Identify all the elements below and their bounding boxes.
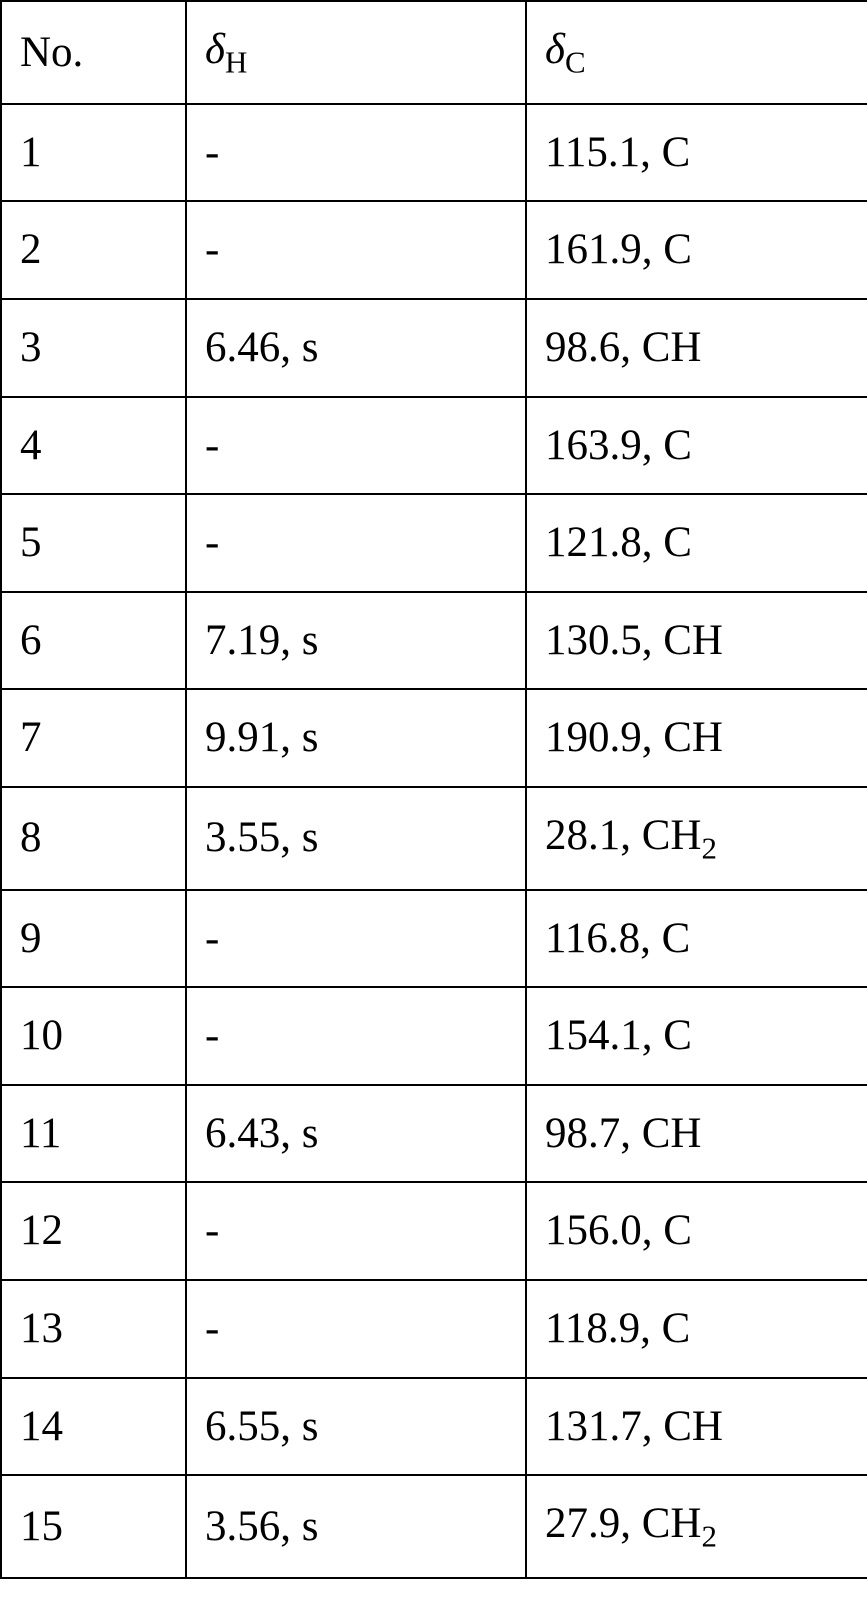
cell-no: 1 [1, 104, 186, 202]
table-row: 83.55, s28.1, CH2 [1, 787, 867, 890]
cell-dh: 3.56, s [186, 1475, 526, 1578]
cell-dc: 118.9, C [526, 1280, 867, 1378]
cell-no: 6 [1, 592, 186, 690]
cell-dh: 7.19, s [186, 592, 526, 690]
cell-dh: - [186, 397, 526, 495]
cell-dc: 98.7, CH [526, 1085, 867, 1183]
delta-h-subscript: H [225, 45, 247, 80]
table-row: 2-161.9, C [1, 201, 867, 299]
column-header-no: No. [1, 1, 186, 104]
cell-dh: 6.55, s [186, 1378, 526, 1476]
delta-c-symbol: δ [545, 26, 565, 73]
cell-dc: 27.9, CH2 [526, 1475, 867, 1578]
cell-dc: 115.1, C [526, 104, 867, 202]
cell-dc-value: 27.9, CH [545, 1500, 701, 1547]
cell-dh: - [186, 890, 526, 988]
cell-dc: 154.1, C [526, 987, 867, 1085]
table-row: 9-116.8, C [1, 890, 867, 988]
cell-no: 8 [1, 787, 186, 890]
table-row: 116.43, s 98.7, CH [1, 1085, 867, 1183]
cell-dc-value: 161.9, C [545, 226, 692, 273]
table-row: 5-121.8, C [1, 494, 867, 592]
cell-no: 2 [1, 201, 186, 299]
cell-dh: - [186, 1182, 526, 1280]
cell-dh: - [186, 987, 526, 1085]
table-row: 12-156.0, C [1, 1182, 867, 1280]
cell-dc: 190.9, CH [526, 689, 867, 787]
cell-no: 7 [1, 689, 186, 787]
cell-dc: 163.9, C [526, 397, 867, 495]
table-row: 79.91, s 190.9, CH [1, 689, 867, 787]
cell-dh: 9.91, s [186, 689, 526, 787]
cell-dc: 116.8, C [526, 890, 867, 988]
cell-dc: 130.5, CH [526, 592, 867, 690]
cell-no: 12 [1, 1182, 186, 1280]
cell-no: 4 [1, 397, 186, 495]
cell-dc-value: 28.1, CH [545, 812, 701, 859]
cell-dc-value: 98.7, CH [545, 1110, 701, 1157]
cell-dh: - [186, 104, 526, 202]
column-header-dc: δC [526, 1, 867, 104]
cell-no: 5 [1, 494, 186, 592]
cell-no: 14 [1, 1378, 186, 1476]
cell-dc-subscript: 2 [701, 830, 716, 865]
cell-dc-value: 118.9, C [545, 1305, 690, 1352]
cell-dc: 121.8, C [526, 494, 867, 592]
cell-dc-value: 156.0, C [545, 1207, 692, 1254]
table-body: 1-115.1, C2-161.9, C36.46, s98.6, CH4-16… [1, 104, 867, 1578]
cell-dc-value: 116.8, C [545, 915, 690, 962]
cell-dh: - [186, 494, 526, 592]
cell-dc-value: 121.8, C [545, 519, 692, 566]
cell-dc: 161.9, C [526, 201, 867, 299]
cell-no: 13 [1, 1280, 186, 1378]
cell-dc-subscript: 2 [701, 1519, 716, 1554]
cell-dc-value: 190.9, CH [545, 714, 723, 761]
nmr-data-table: No. δH δC 1-115.1, C2-161.9, C36.46, s98… [0, 0, 867, 1579]
table-row: 153.56, s27.9, CH2 [1, 1475, 867, 1578]
table-row: 10-154.1, C [1, 987, 867, 1085]
cell-dh: 3.55, s [186, 787, 526, 890]
cell-no: 10 [1, 987, 186, 1085]
cell-dh: 6.43, s [186, 1085, 526, 1183]
delta-h-symbol: δ [205, 26, 225, 73]
cell-no: 9 [1, 890, 186, 988]
table-row: 1-115.1, C [1, 104, 867, 202]
table-header-row: No. δH δC [1, 1, 867, 104]
table-row: 4-163.9, C [1, 397, 867, 495]
cell-no: 11 [1, 1085, 186, 1183]
cell-dc-value: 163.9, C [545, 422, 692, 469]
cell-dc: 98.6, CH [526, 299, 867, 397]
table-row: 146.55, s 131.7, CH [1, 1378, 867, 1476]
cell-dc-value: 154.1, C [545, 1012, 692, 1059]
cell-dh: - [186, 201, 526, 299]
cell-dc-value: 130.5, CH [545, 617, 723, 664]
table-row: 67.19, s 130.5, CH [1, 592, 867, 690]
cell-dh: - [186, 1280, 526, 1378]
cell-dc-value: 115.1, C [545, 129, 690, 176]
cell-dc: 156.0, C [526, 1182, 867, 1280]
cell-dc-value: 98.6, CH [545, 324, 701, 371]
table-row: 13-118.9, C [1, 1280, 867, 1378]
cell-dc-value: 131.7, CH [545, 1403, 723, 1450]
delta-c-subscript: C [565, 45, 586, 80]
cell-no: 3 [1, 299, 186, 397]
cell-dc: 131.7, CH [526, 1378, 867, 1476]
cell-dh: 6.46, s [186, 299, 526, 397]
cell-dc: 28.1, CH2 [526, 787, 867, 890]
column-header-dh: δH [186, 1, 526, 104]
cell-no: 15 [1, 1475, 186, 1578]
table-row: 36.46, s 98.6, CH [1, 299, 867, 397]
